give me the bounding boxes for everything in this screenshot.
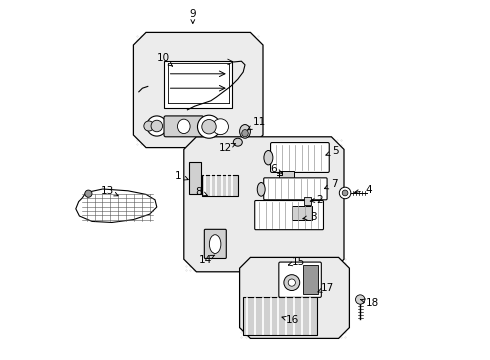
Text: 18: 18: [361, 298, 379, 308]
FancyBboxPatch shape: [279, 171, 294, 179]
Circle shape: [339, 187, 351, 199]
Ellipse shape: [233, 138, 242, 146]
Circle shape: [213, 119, 228, 135]
Circle shape: [202, 120, 216, 134]
Text: 16: 16: [282, 315, 299, 325]
FancyBboxPatch shape: [270, 143, 329, 172]
Polygon shape: [184, 137, 344, 272]
Text: 13: 13: [101, 186, 118, 196]
Text: 15: 15: [289, 257, 305, 267]
Text: 11: 11: [247, 117, 266, 130]
Text: 5: 5: [326, 146, 339, 156]
Text: 4: 4: [355, 185, 372, 195]
Text: 8: 8: [195, 186, 207, 197]
Ellipse shape: [177, 119, 190, 134]
Polygon shape: [240, 257, 349, 338]
FancyBboxPatch shape: [243, 297, 317, 335]
FancyBboxPatch shape: [189, 162, 201, 194]
FancyBboxPatch shape: [279, 262, 321, 297]
Circle shape: [144, 121, 154, 131]
FancyBboxPatch shape: [304, 197, 311, 205]
Text: 7: 7: [324, 179, 338, 189]
FancyBboxPatch shape: [164, 116, 204, 137]
FancyBboxPatch shape: [264, 178, 327, 200]
Circle shape: [356, 295, 365, 304]
Text: 2: 2: [310, 195, 322, 205]
FancyBboxPatch shape: [255, 201, 323, 230]
Polygon shape: [133, 32, 263, 148]
Circle shape: [85, 190, 92, 197]
Text: 3: 3: [303, 212, 317, 222]
Text: 12: 12: [219, 143, 235, 153]
Circle shape: [288, 279, 295, 286]
Text: 17: 17: [318, 283, 335, 293]
FancyBboxPatch shape: [164, 61, 232, 108]
Circle shape: [284, 275, 300, 291]
Text: 9: 9: [190, 9, 196, 23]
Polygon shape: [76, 189, 157, 222]
Circle shape: [147, 116, 167, 136]
Text: 10: 10: [156, 53, 172, 66]
Text: 14: 14: [199, 255, 215, 265]
Ellipse shape: [264, 150, 273, 165]
FancyBboxPatch shape: [202, 175, 238, 196]
Ellipse shape: [257, 183, 265, 196]
Ellipse shape: [240, 125, 250, 138]
Ellipse shape: [242, 130, 248, 137]
Text: 6: 6: [270, 164, 282, 174]
FancyBboxPatch shape: [204, 229, 226, 258]
FancyBboxPatch shape: [292, 206, 312, 220]
Circle shape: [151, 120, 163, 132]
Text: 1: 1: [175, 171, 188, 181]
Circle shape: [342, 190, 348, 196]
Circle shape: [197, 115, 220, 138]
Ellipse shape: [209, 235, 221, 253]
FancyBboxPatch shape: [303, 265, 318, 294]
